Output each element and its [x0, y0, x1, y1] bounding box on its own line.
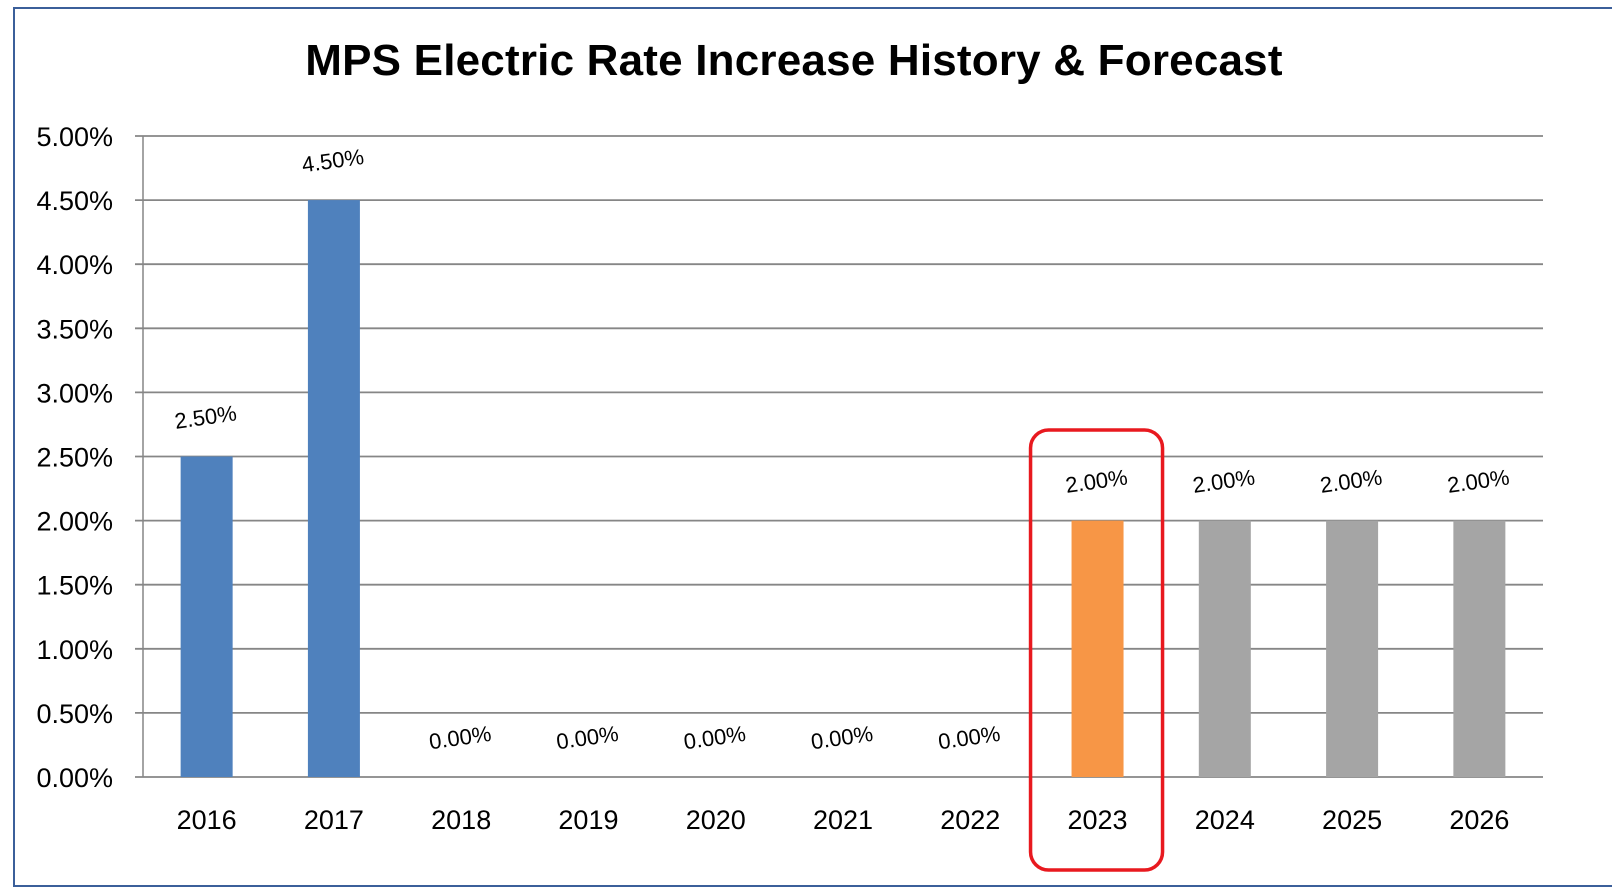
data-label-2026: 2.00%	[1446, 464, 1511, 497]
x-tick-label-2022: 2022	[940, 805, 1000, 835]
x-tick-label-2023: 2023	[1068, 805, 1128, 835]
data-label-2017: 4.50%	[300, 144, 365, 177]
data-labels: 2.50% 4.50% 0.00% 0.00% 0.00% 0.00% 0.00% 2.00%…	[173, 144, 1511, 754]
y-tick-label: 3.50%	[36, 314, 113, 344]
data-label-2019: 0.00%	[555, 721, 620, 754]
bar-2024	[1198, 520, 1251, 777]
bar-2026	[1453, 520, 1506, 777]
x-tick-label-2020: 2020	[686, 805, 746, 835]
x-tick-label-2017: 2017	[304, 805, 364, 835]
bars	[180, 200, 1506, 778]
y-tick-label: 2.00%	[36, 507, 113, 537]
x-tick-label-2026: 2026	[1449, 805, 1509, 835]
data-label-2022: 0.00%	[937, 721, 1002, 754]
x-tick-label-2016: 2016	[177, 805, 237, 835]
y-tick-label: 5.00%	[36, 122, 113, 152]
y-tick-label: 4.00%	[36, 250, 113, 280]
x-axis-tick-labels: 2016 2017 2018 2019 2020 2021 2022 2023 2024 2025…	[177, 805, 1510, 835]
y-tick-label: 3.00%	[36, 378, 113, 408]
x-tick-label-2024: 2024	[1195, 805, 1255, 835]
data-label-2018: 0.00%	[428, 721, 493, 754]
x-tick-label-2025: 2025	[1322, 805, 1382, 835]
bar-2017	[307, 200, 360, 778]
x-tick-label-2021: 2021	[813, 805, 873, 835]
y-tick-label: 0.00%	[36, 763, 113, 793]
data-label-2023: 2.00%	[1064, 464, 1129, 497]
x-tick-label-2018: 2018	[431, 805, 491, 835]
y-tick-label: 2.50%	[36, 443, 113, 473]
data-label-2016: 2.50%	[173, 400, 238, 433]
data-label-2025: 2.00%	[1318, 464, 1383, 497]
y-tick-label: 1.00%	[36, 635, 113, 665]
data-label-2020: 0.00%	[682, 721, 747, 754]
bar-2023	[1071, 520, 1124, 777]
data-label-2024: 2.00%	[1191, 464, 1256, 497]
chart-title: MPS Electric Rate Increase History & For…	[305, 36, 1283, 85]
bar-2025	[1326, 520, 1379, 777]
bar-2016	[180, 456, 233, 777]
y-axis-tick-labels: 0.00% 0.50% 1.00% 1.50% 2.00% 2.50% 3.00% 3.50%…	[36, 122, 113, 793]
y-tick-label: 0.50%	[36, 699, 113, 729]
highlight-box-2023	[1028, 428, 1165, 872]
highlight-box	[1028, 428, 1165, 872]
y-tick-label: 4.50%	[36, 186, 113, 216]
data-label-2021: 0.00%	[809, 721, 874, 754]
y-tick-label: 1.50%	[36, 571, 113, 601]
x-tick-label-2019: 2019	[558, 805, 618, 835]
gridlines	[135, 135, 1543, 778]
